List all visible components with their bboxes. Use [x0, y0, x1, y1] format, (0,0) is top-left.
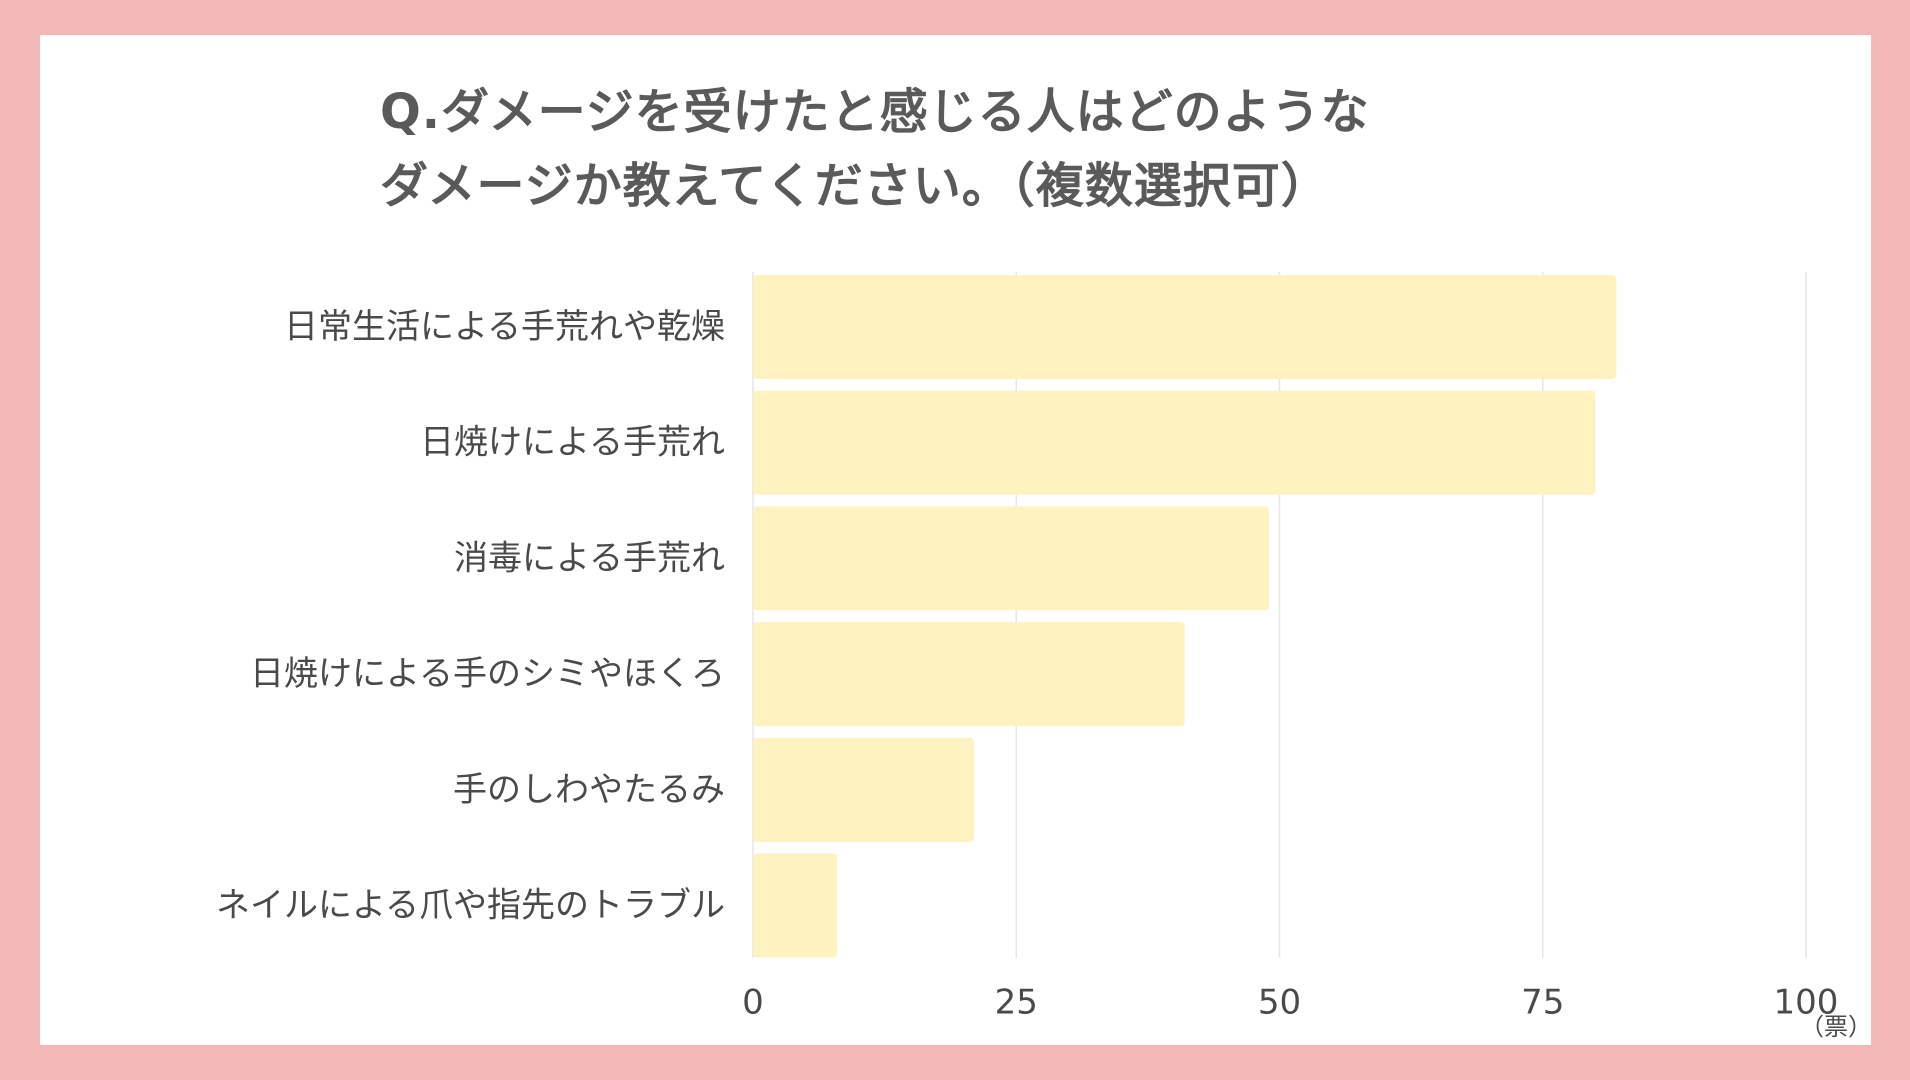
x-tick-label-50: 50 [1258, 983, 1301, 1023]
category-label-1: 日焼けによる手荒れ [420, 423, 725, 463]
chart-title: Q.ダメージを受けたと感じる人はどのような ダメージか教えてください。（複数選択… [380, 75, 1580, 223]
category-label-4: 手のしわやたるみ [453, 770, 725, 810]
bar-5 [753, 853, 838, 958]
bar-0 [753, 275, 1617, 379]
chart-title-line-1: Q.ダメージを受けたと感じる人はどのような [380, 84, 1370, 140]
x-tick-label-75: 75 [1521, 983, 1564, 1023]
category-label-0: 日常生活による手荒れや乾燥 [284, 307, 725, 347]
bar-3 [753, 622, 1185, 727]
bar-2 [753, 506, 1269, 611]
x-tick-label-25: 25 [995, 983, 1038, 1023]
x-tick-label-0: 0 [742, 983, 764, 1023]
bar-1 [753, 390, 1596, 495]
x-unit-label: （票） [1800, 1013, 1872, 1041]
category-label-2: 消毒による手荒れ [454, 538, 725, 578]
category-label-5: ネイルによる爪や指先のトラブル [216, 886, 725, 926]
x-tick-label-100: 100 [1774, 983, 1839, 1023]
chart-title-line-2: ダメージか教えてください。（複数選択可） [380, 158, 1330, 214]
bar-4 [753, 737, 975, 842]
category-label-3: 日焼けによる手のシミやほくろ [250, 654, 725, 694]
